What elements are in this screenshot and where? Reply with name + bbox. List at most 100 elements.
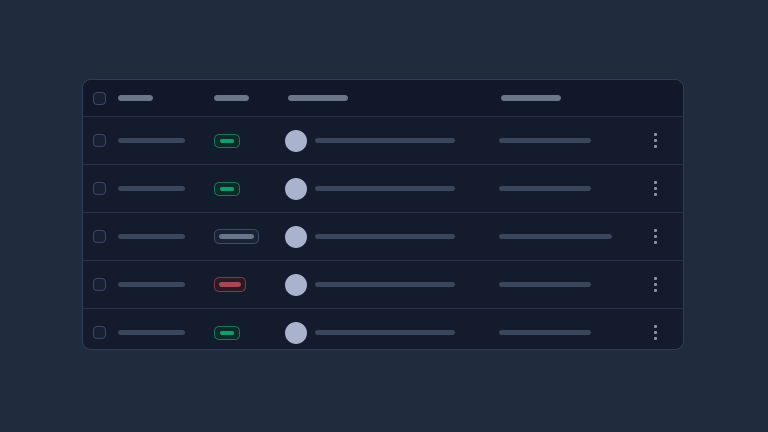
status-badge-placeholder xyxy=(220,138,234,143)
kebab-dot xyxy=(653,193,657,196)
name-placeholder xyxy=(118,186,185,191)
header-select-cell xyxy=(83,91,118,105)
row-select-cell xyxy=(83,326,118,339)
row-status-cell xyxy=(214,277,285,292)
column-header-placeholder-col-3 xyxy=(288,95,348,101)
header-cell-col-3 xyxy=(285,95,499,101)
kebab-dot xyxy=(653,337,657,340)
table-header-row xyxy=(83,80,683,116)
row-checkbox[interactable] xyxy=(93,326,106,339)
row-actions-button[interactable] xyxy=(648,225,663,248)
name-placeholder xyxy=(118,330,185,335)
table-row xyxy=(83,260,683,308)
row-actions-cell xyxy=(627,129,683,152)
status-badge-green xyxy=(214,133,240,148)
detail-placeholder xyxy=(315,282,455,287)
row-person-cell xyxy=(285,177,499,200)
name-placeholder xyxy=(118,138,185,143)
status-badge-green xyxy=(214,325,240,340)
avatar xyxy=(285,225,307,248)
row-actions-button[interactable] xyxy=(648,129,663,152)
row-person-cell xyxy=(285,273,499,296)
kebab-dot xyxy=(653,277,657,280)
kebab-dot xyxy=(653,229,657,232)
row-status-cell xyxy=(214,133,285,148)
row-person-cell xyxy=(285,321,499,344)
table-row xyxy=(83,308,683,349)
table-row xyxy=(83,116,683,164)
row-actions-cell xyxy=(627,225,683,248)
meta-placeholder xyxy=(499,138,591,143)
kebab-dot xyxy=(653,289,657,292)
select-all-checkbox[interactable] xyxy=(93,91,106,105)
row-actions-button[interactable] xyxy=(648,177,663,200)
status-badge-gray xyxy=(214,229,259,244)
row-name-cell xyxy=(118,138,214,143)
row-meta-cell xyxy=(499,330,627,335)
row-meta-cell xyxy=(499,234,627,239)
kebab-menu-icon xyxy=(653,277,657,292)
kebab-dot xyxy=(653,187,657,190)
row-meta-cell xyxy=(499,282,627,287)
kebab-dot xyxy=(653,235,657,238)
row-checkbox[interactable] xyxy=(93,278,106,291)
header-cell-col-1 xyxy=(118,95,214,101)
header-cell-col-2 xyxy=(214,95,285,101)
column-header-placeholder-col-4 xyxy=(501,95,561,101)
status-badge-placeholder xyxy=(219,282,241,287)
kebab-dot xyxy=(653,331,657,334)
detail-placeholder xyxy=(315,186,455,191)
row-status-cell xyxy=(214,229,285,244)
row-name-cell xyxy=(118,282,214,287)
avatar xyxy=(285,321,307,344)
kebab-dot xyxy=(653,181,657,184)
name-placeholder xyxy=(118,282,185,287)
detail-placeholder xyxy=(315,330,455,335)
row-meta-cell xyxy=(499,186,627,191)
status-badge-placeholder xyxy=(220,330,234,335)
row-name-cell xyxy=(118,234,214,239)
kebab-dot xyxy=(653,139,657,142)
kebab-dot xyxy=(653,283,657,286)
kebab-dot xyxy=(653,241,657,244)
meta-placeholder xyxy=(499,186,591,191)
header-cell-col-4 xyxy=(499,95,627,101)
row-checkbox[interactable] xyxy=(93,182,106,195)
status-badge-red xyxy=(214,277,246,292)
column-header-placeholder-col-1 xyxy=(118,95,153,101)
meta-placeholder xyxy=(499,330,591,335)
row-select-cell xyxy=(83,230,118,243)
kebab-dot xyxy=(653,133,657,136)
row-actions-cell xyxy=(627,273,683,296)
kebab-menu-icon xyxy=(653,181,657,196)
column-header-placeholder-col-2 xyxy=(214,95,249,101)
meta-placeholder xyxy=(499,234,612,239)
detail-placeholder xyxy=(315,234,455,239)
table-row xyxy=(83,164,683,212)
avatar xyxy=(285,273,307,296)
data-table-card xyxy=(82,79,684,350)
row-person-cell xyxy=(285,129,499,152)
row-actions-button[interactable] xyxy=(648,273,663,296)
row-status-cell xyxy=(214,325,285,340)
avatar xyxy=(285,129,307,152)
kebab-dot xyxy=(653,145,657,148)
meta-placeholder xyxy=(499,282,591,287)
row-name-cell xyxy=(118,330,214,335)
name-placeholder xyxy=(118,234,185,239)
kebab-dot xyxy=(653,325,657,328)
detail-placeholder xyxy=(315,138,455,143)
row-status-cell xyxy=(214,181,285,196)
status-badge-green xyxy=(214,181,240,196)
table-row xyxy=(83,212,683,260)
row-select-cell xyxy=(83,182,118,195)
row-actions-button[interactable] xyxy=(648,321,663,344)
row-person-cell xyxy=(285,225,499,248)
row-checkbox[interactable] xyxy=(93,230,106,243)
row-checkbox[interactable] xyxy=(93,134,106,147)
kebab-menu-icon xyxy=(653,133,657,148)
status-badge-placeholder xyxy=(220,186,234,191)
kebab-menu-icon xyxy=(653,325,657,340)
row-meta-cell xyxy=(499,138,627,143)
